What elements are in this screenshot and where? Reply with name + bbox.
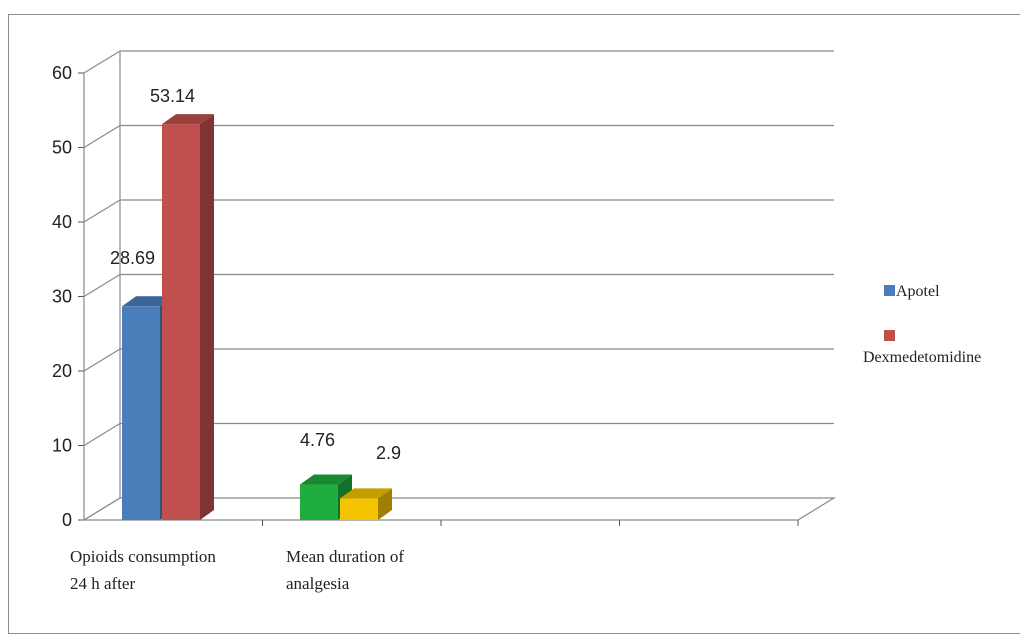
- y-tick-label: 10: [52, 436, 72, 456]
- y-tick-label: 20: [52, 361, 72, 381]
- data-label: 2.9: [376, 443, 401, 463]
- gridlines: [83, 50, 834, 521]
- y-tick-label: 50: [52, 138, 72, 158]
- data-label: 53.14: [150, 86, 195, 106]
- bar-top: [122, 296, 174, 307]
- category-label-line: analgesia: [286, 574, 350, 593]
- category-label: Opioids consumption 24 h after: [70, 547, 216, 593]
- bar: [162, 124, 200, 521]
- legend-swatch-apotel: [884, 285, 895, 296]
- data-labels: 28.69 53.14 4.76 2.9: [110, 86, 401, 463]
- bar: [340, 498, 378, 520]
- gridline-side: [83, 199, 121, 223]
- gridline-side: [83, 124, 121, 149]
- legend-label-dexmedetomidine: Dexmedetomidine: [863, 349, 981, 366]
- bars: [122, 114, 392, 521]
- legend-label-apotel: Apotel: [896, 283, 940, 300]
- y-tick-label: 40: [52, 212, 72, 232]
- bar-top: [340, 488, 392, 499]
- gridline-side: [83, 50, 121, 74]
- category-labels: Opioids consumption 24 h after Mean durati…: [70, 547, 404, 593]
- bar: [300, 484, 338, 520]
- bar-top: [300, 474, 352, 485]
- gridline-side: [83, 273, 121, 298]
- gridline-side: [83, 348, 121, 372]
- y-tick-label: 30: [52, 287, 72, 307]
- chart-floor: [81, 497, 837, 521]
- bar-side: [200, 114, 214, 521]
- bar-chart: 0 10 20 30 40 50 60 28.69 53.14 4.76 2.9 Opioids …: [52, 50, 981, 593]
- category-label-line: 24 h after: [70, 574, 135, 593]
- gridline-side: [83, 422, 121, 447]
- category-label-line: Opioids consumption: [70, 547, 216, 566]
- legend-swatch-dexmedetomidine: [884, 330, 895, 341]
- y-tick-label: 60: [52, 63, 72, 83]
- axes: [78, 51, 837, 526]
- bar: [122, 306, 160, 520]
- legend: Apotel Dexmedetomidine: [863, 283, 981, 366]
- y-tick-labels: 0 10 20 30 40 50 60: [52, 63, 72, 530]
- category-label: Mean duration of analgesia: [286, 547, 404, 593]
- bar-side: [378, 488, 392, 520]
- y-tick-label: 0: [62, 510, 72, 530]
- data-label: 28.69: [110, 248, 155, 268]
- data-label: 4.76: [300, 430, 335, 450]
- category-label-line: Mean duration of: [286, 547, 404, 566]
- bar-top: [162, 114, 214, 125]
